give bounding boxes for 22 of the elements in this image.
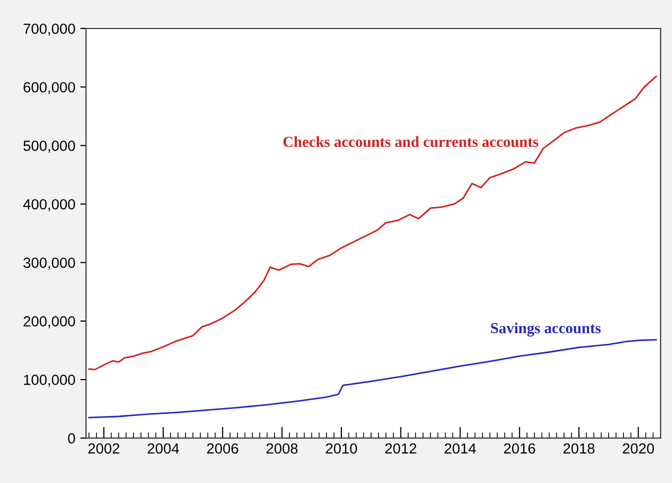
y-tick-label: 300,000 xyxy=(23,258,76,270)
x-tick-label: 2010 xyxy=(326,443,358,454)
x-tick-label: 2012 xyxy=(385,443,416,454)
series-label: Checks accounts and currents accounts xyxy=(283,136,538,148)
y-tick-label: 600,000 xyxy=(24,82,76,94)
x-tick-label: 2006 xyxy=(207,443,238,454)
series-label: Savings accounts xyxy=(491,322,601,337)
x-tick-label: 2016 xyxy=(504,443,536,454)
x-tick-label: 2002 xyxy=(88,443,120,454)
x-tick-label: 2008 xyxy=(266,443,298,454)
y-tick-label: 500,000 xyxy=(23,140,76,153)
y-tick-label: 0 xyxy=(68,433,76,444)
y-tick-label: 400,000 xyxy=(23,199,76,212)
x-tick-label: 2014 xyxy=(444,443,476,454)
x-tick-label: 2004 xyxy=(148,443,180,454)
x-tick-label: 2018 xyxy=(563,443,595,454)
line-series xyxy=(88,76,657,370)
line-series xyxy=(88,339,657,418)
y-tick-label: 700,000 xyxy=(24,24,76,36)
x-tick-label: 2020 xyxy=(622,443,654,454)
y-tick-label: 100,000 xyxy=(24,374,76,387)
y-tick-label: 200,000 xyxy=(24,316,76,328)
